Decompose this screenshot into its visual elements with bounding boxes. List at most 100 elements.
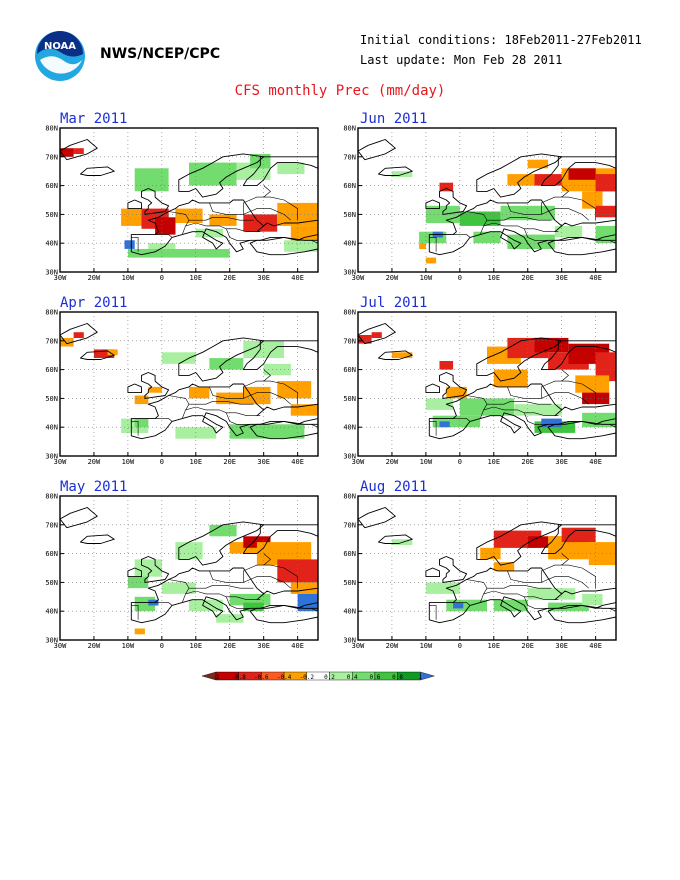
- legend-label-6: 0.4: [347, 674, 358, 681]
- anomaly-cell-7: [209, 214, 237, 226]
- lat-label-80N: 80N: [343, 309, 356, 317]
- border-7: [243, 576, 291, 589]
- coast-ireland: [127, 567, 142, 578]
- noaa-logo: NOAA: [34, 30, 86, 82]
- border-7: [541, 576, 589, 589]
- coast-ireland: [425, 383, 440, 394]
- anomaly-cell-18: [216, 614, 244, 623]
- border-4: [483, 222, 559, 232]
- legend-label-4: -0.2: [300, 674, 315, 681]
- coast-ireland: [127, 383, 142, 394]
- lon-label-10E: 10E: [487, 274, 500, 282]
- lon-label-10W: 10W: [122, 642, 135, 650]
- lon-label-20E: 20E: [521, 274, 534, 282]
- anomaly-cell-9: [127, 576, 149, 589]
- map-title-aug: Aug 2011: [360, 479, 428, 495]
- border-10: [263, 553, 271, 566]
- border-3: [209, 570, 244, 583]
- legend-label-1: -0.8: [231, 674, 246, 681]
- border-9: [453, 418, 471, 422]
- lat-label-60N: 60N: [343, 366, 356, 374]
- border-2: [487, 585, 552, 589]
- anomaly-cell-2: [73, 332, 84, 338]
- lat-label-40N: 40N: [45, 608, 58, 616]
- border-7: [243, 392, 291, 405]
- lon-label-40E: 40E: [589, 274, 602, 282]
- map-title-may: May 2011: [60, 479, 128, 495]
- lon-label-30E: 30E: [257, 642, 270, 650]
- border-3: [507, 570, 542, 583]
- lon-label-10W: 10W: [420, 274, 433, 282]
- lat-label-60N: 60N: [45, 182, 58, 190]
- axis-ticks: [357, 127, 597, 273]
- anomaly-cell-15: [425, 398, 454, 410]
- map-panel-mar: 80N 70N 60N 50N 40N 30N 30W 20W 10W 0 10E 20E 30E 40E: [45, 125, 319, 282]
- border-6: [243, 196, 298, 221]
- lat-label-50N: 50N: [45, 395, 58, 403]
- legend-label-5: 0.2: [324, 674, 335, 681]
- anomaly-cell-1: [527, 159, 549, 169]
- lon-label-20E: 20E: [223, 642, 236, 650]
- country-borders: [131, 553, 319, 620]
- anomaly-cell-7: [582, 191, 603, 209]
- coast-iceland: [377, 350, 413, 360]
- anomaly-cell-16: [507, 234, 555, 249]
- border-9: [453, 602, 471, 606]
- lon-label-20E: 20E: [521, 458, 534, 466]
- lon-label-40E: 40E: [291, 274, 304, 282]
- anomaly-cell-8: [175, 542, 203, 560]
- lat-label-30N: 30N: [343, 269, 356, 277]
- border-11: [297, 240, 319, 244]
- logo-navy-sky: [37, 31, 83, 57]
- anomaly-cell-16: [459, 398, 515, 416]
- map-title-mar: Mar 2011: [60, 111, 128, 127]
- anomaly-cell-10: [595, 352, 616, 382]
- coast-continent: [428, 199, 617, 256]
- anomaly-cell-11: [459, 211, 501, 226]
- lat-label-80N: 80N: [45, 125, 58, 133]
- lon-label-10E: 10E: [487, 642, 500, 650]
- anomaly-cell-3: [534, 174, 569, 186]
- border-8: [131, 605, 139, 620]
- lon-label-20W: 20W: [88, 274, 101, 282]
- lat-label-30N: 30N: [343, 637, 356, 645]
- map-background: [60, 496, 318, 640]
- legend-label-7: 0.6: [369, 674, 380, 681]
- lon-label-0: 0: [160, 642, 164, 650]
- anomaly-cell-14: [446, 386, 467, 399]
- anomaly-cell-4: [107, 349, 118, 356]
- coast-greenland-tip: [59, 323, 98, 345]
- map-frame: [59, 495, 319, 641]
- anomaly-cell-17: [243, 340, 284, 359]
- lon-label-30E: 30E: [257, 458, 270, 466]
- coast-great-britain: [439, 556, 468, 583]
- border-11: [595, 240, 617, 244]
- last-update: Last update: Mon Feb 28 2011: [360, 53, 563, 67]
- anomaly-cell-1: [60, 337, 74, 347]
- map-gridlines: [358, 312, 616, 456]
- anomaly-cell-9: [243, 386, 271, 405]
- lon-label-10W: 10W: [420, 458, 433, 466]
- anomaly-cell-9: [439, 182, 454, 192]
- lon-label-10W: 10W: [420, 642, 433, 650]
- lat-label-80N: 80N: [343, 493, 356, 501]
- border-8: [131, 237, 139, 252]
- coast-ireland: [425, 199, 440, 210]
- map-gridlines: [60, 128, 318, 272]
- map-panel-apr: 80N 70N 60N 50N 40N 30N 30W 20W 10W 0 10E 20E 30E 40E: [45, 309, 319, 466]
- lon-label-10E: 10E: [189, 458, 202, 466]
- map-background: [60, 128, 318, 272]
- lon-label-10E: 10E: [487, 458, 500, 466]
- coast-great-britain: [141, 188, 170, 215]
- lon-label-30E: 30E: [555, 458, 568, 466]
- anomaly-cell-5: [134, 395, 149, 405]
- border-8: [429, 605, 437, 620]
- map-title-jun: Jun 2011: [360, 111, 428, 127]
- border-4: [185, 590, 261, 600]
- lat-label-40N: 40N: [343, 424, 356, 432]
- anomaly-cell-3: [243, 536, 271, 548]
- border-2: [189, 217, 254, 221]
